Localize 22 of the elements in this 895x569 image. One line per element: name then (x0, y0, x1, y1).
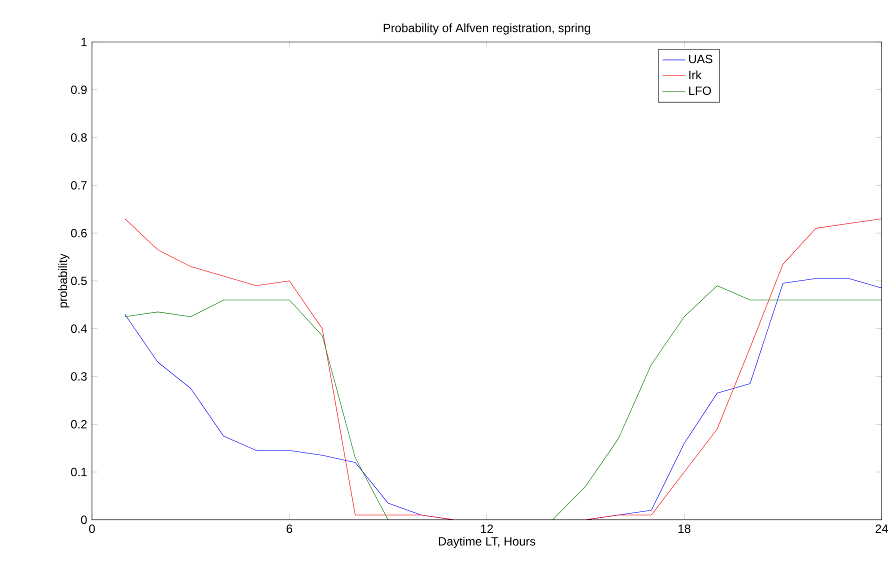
y-tick-label: 1 (82, 38, 87, 46)
legend-label: UAS (689, 54, 712, 64)
y-tick-label: 0.2 (71, 420, 87, 428)
y-tick-label: 0.1 (71, 468, 87, 476)
y-tick-label: 0 (81, 515, 87, 524)
y-tick-label: 0.5 (71, 276, 87, 286)
x-tick-label: 24 (876, 524, 888, 533)
legend-label: LFO (689, 86, 711, 95)
y-axis-title: probability (58, 254, 70, 308)
x-tick-label: 6 (286, 524, 292, 533)
x-axis-title: Daytime LT, Hours (438, 536, 536, 548)
chart-title: Probability of Alfven registration, spring (384, 23, 590, 35)
y-tick-label: 0.9 (71, 85, 87, 94)
y-tick-label: 0.6 (71, 228, 87, 238)
y-tick-label: 0.4 (71, 324, 87, 333)
x-tick-label: 12 (481, 524, 493, 533)
y-tick-label: 0.3 (71, 372, 87, 381)
x-tick-label: 0 (89, 524, 95, 533)
y-tick-label: 0.7 (71, 181, 87, 190)
legend-label: Irk (689, 70, 702, 80)
y-tick-label: 0.8 (71, 133, 87, 142)
x-tick-label: 18 (678, 524, 690, 533)
